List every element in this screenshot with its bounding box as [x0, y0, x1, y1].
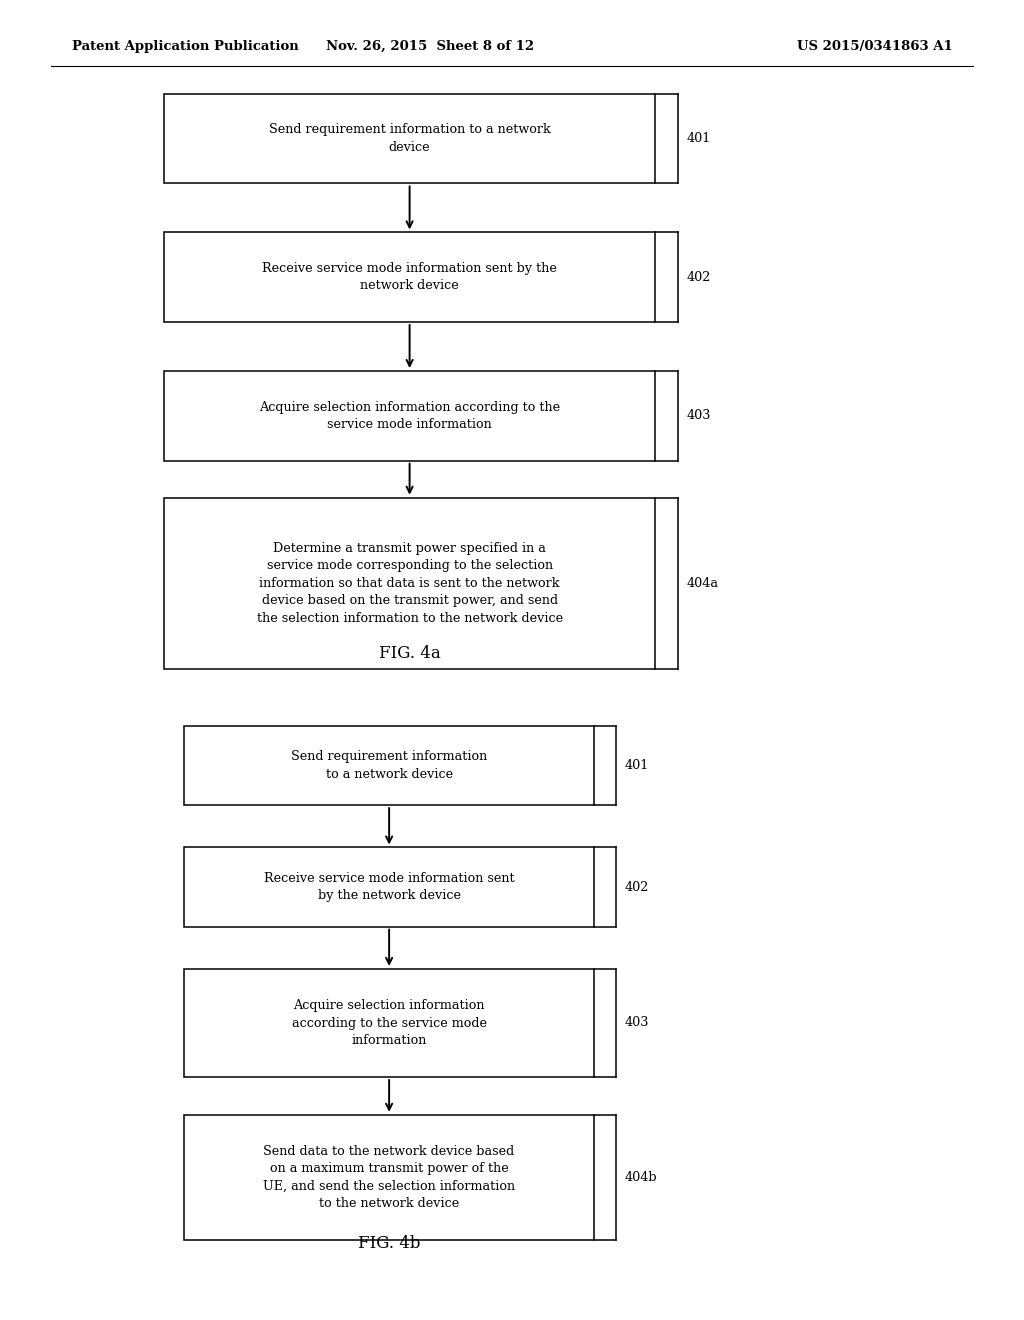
Text: Patent Application Publication: Patent Application Publication: [72, 40, 298, 53]
Text: Acquire selection information
according to the service mode
information: Acquire selection information according …: [292, 999, 486, 1047]
Text: Determine a transmit power specified in a
service mode corresponding to the sele: Determine a transmit power specified in …: [257, 543, 562, 624]
Text: Send requirement information
to a network device: Send requirement information to a networ…: [291, 750, 487, 781]
Bar: [164, 232, 655, 322]
Text: 401: 401: [686, 132, 711, 145]
Text: 402: 402: [686, 271, 711, 284]
Text: Send requirement information to a network
device: Send requirement information to a networ…: [268, 123, 551, 154]
Text: Receive service mode information sent
by the network device: Receive service mode information sent by…: [264, 871, 514, 903]
Text: 401: 401: [625, 759, 649, 772]
Text: 404a: 404a: [686, 577, 718, 590]
Text: 402: 402: [625, 880, 649, 894]
Text: Nov. 26, 2015  Sheet 8 of 12: Nov. 26, 2015 Sheet 8 of 12: [326, 40, 535, 53]
Text: US 2015/0341863 A1: US 2015/0341863 A1: [797, 40, 952, 53]
Text: 403: 403: [686, 409, 711, 422]
Bar: [164, 498, 655, 669]
Bar: [164, 94, 655, 183]
Text: Send data to the network device based
on a maximum transmit power of the
UE, and: Send data to the network device based on…: [263, 1144, 515, 1210]
Bar: [164, 371, 655, 461]
Bar: [184, 969, 594, 1077]
Text: 403: 403: [625, 1016, 649, 1030]
Text: FIG. 4b: FIG. 4b: [357, 1236, 421, 1251]
Text: 404b: 404b: [625, 1171, 657, 1184]
Text: Acquire selection information according to the
service mode information: Acquire selection information according …: [259, 400, 560, 432]
Text: Receive service mode information sent by the
network device: Receive service mode information sent by…: [262, 261, 557, 293]
Bar: [184, 1114, 594, 1241]
Text: FIG. 4a: FIG. 4a: [379, 645, 440, 661]
Bar: [184, 726, 594, 805]
Bar: [184, 847, 594, 927]
